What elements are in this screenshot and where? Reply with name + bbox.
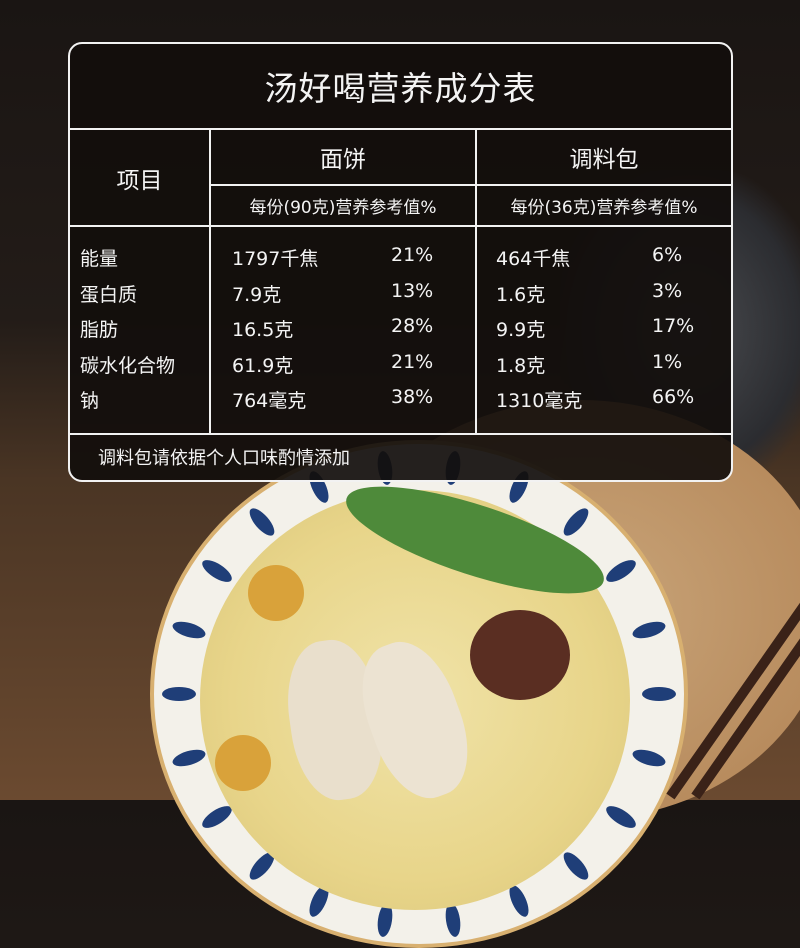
seasoning-amount: 1.6克 (496, 283, 546, 306)
divider (211, 184, 731, 186)
table-row: 蛋白质 7.9克 13% 1.6克 3% (70, 274, 731, 310)
divider (70, 225, 731, 227)
seasoning-percent: 1% (652, 350, 683, 373)
nutrient-name: 脂肪 (80, 319, 119, 341)
seasoning-percent: 6% (652, 244, 683, 266)
nutrient-name: 能量 (80, 248, 119, 270)
noodle-percent: 28% (391, 315, 434, 337)
seasoning-percent: 3% (652, 279, 683, 302)
item-header: 项目 (116, 167, 163, 194)
bowl-stripe (630, 746, 668, 770)
divider (475, 128, 477, 433)
bowl-stripe (170, 746, 208, 770)
divider (209, 128, 211, 433)
seasoning-header: 调料包 (569, 147, 639, 173)
seasoning-amount: 464千焦 (496, 248, 571, 270)
divider (70, 128, 731, 130)
divider (70, 433, 731, 435)
bowl-stripe (199, 555, 236, 586)
bowl-stripe (602, 555, 639, 586)
noodle-amount: 7.9克 (232, 283, 282, 306)
seasoning-amount: 1310毫克 (496, 390, 583, 412)
bowl-stripe (630, 618, 668, 642)
nutrient-name: 钠 (80, 390, 100, 412)
noodle-header: 面饼 (320, 147, 366, 173)
egg-yolk (248, 565, 304, 621)
table-row: 能量 1797千焦 21% 464千焦 6% (70, 238, 731, 274)
noodle-percent: 21% (391, 350, 434, 373)
seasoning-subheader: 每份(36克)营养参考值% (510, 198, 698, 218)
footer-note: 调料包请依据个人口味酌情添加 (98, 448, 350, 469)
noodle-amount: 16.5克 (232, 319, 294, 341)
nutrition-table: 汤好喝营养成分表 项目 面饼 调料包 每份(90克)营养参考值% 每份(36克)… (68, 42, 733, 482)
noodle-percent: 38% (391, 386, 434, 408)
nutrient-name: 蛋白质 (80, 283, 138, 306)
seasoning-amount: 1.8克 (496, 354, 546, 377)
noodle-amount: 1797千焦 (232, 248, 319, 270)
seasoning-percent: 17% (652, 315, 695, 337)
bowl-stripe (559, 848, 593, 884)
bowl-stripe (162, 687, 196, 701)
noodle-subheader: 每份(90克)营养参考值% (249, 198, 437, 218)
nutrient-name: 碳水化合物 (80, 354, 176, 377)
seasoning-amount: 9.9克 (496, 319, 546, 341)
bowl-stripe (642, 687, 676, 701)
bowl-stripe (559, 504, 593, 540)
table-row: 碳水化合物 61.9克 21% 1.8克 1% (70, 345, 731, 381)
noodle-amount: 61.9克 (232, 354, 294, 377)
table-title: 汤好喝营养成分表 (264, 69, 537, 108)
shiitake-mushroom (470, 610, 570, 700)
egg-yolk (215, 735, 271, 791)
bowl-stripe (170, 618, 208, 642)
table-row: 钠 764毫克 38% 1310毫克 66% (70, 380, 731, 416)
noodle-percent: 21% (391, 244, 434, 266)
seasoning-percent: 66% (652, 386, 695, 408)
noodle-amount: 764毫克 (232, 390, 307, 412)
bowl-stripe (602, 802, 639, 833)
bowl-stripe (245, 504, 279, 540)
noodle-percent: 13% (391, 279, 434, 302)
table-row: 脂肪 16.5克 28% 9.9克 17% (70, 309, 731, 345)
